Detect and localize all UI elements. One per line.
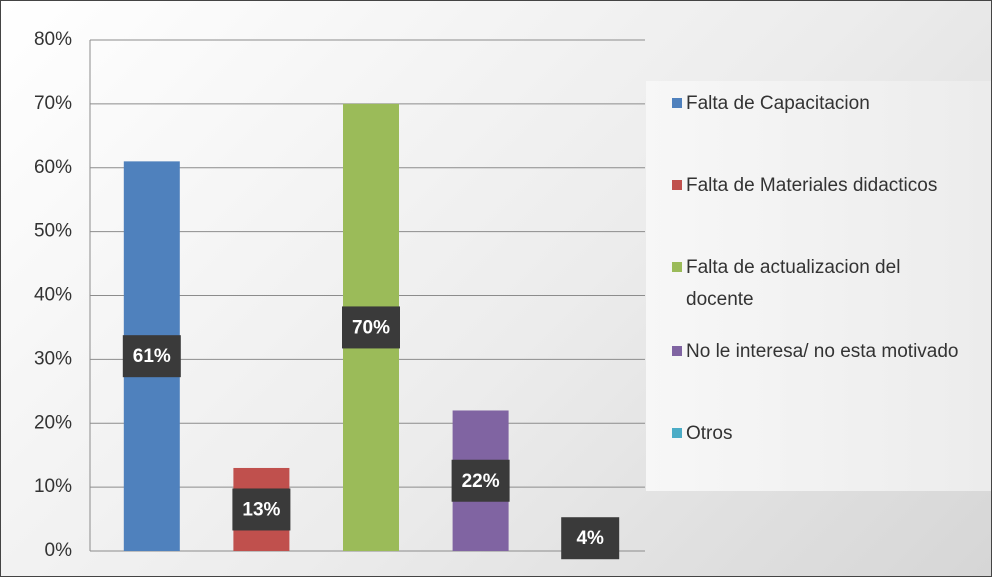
data-label: 13%	[242, 499, 280, 520]
y-tick-label: 0%	[45, 540, 73, 561]
legend-label: No le interesa/ no esta motivado	[686, 341, 959, 362]
legend-swatch	[672, 262, 682, 272]
y-tick-label: 10%	[34, 476, 72, 497]
legend-label: Falta de Materiales didacticos	[686, 175, 938, 196]
data-label: 4%	[576, 528, 604, 549]
y-tick-label: 80%	[34, 29, 72, 50]
legend-swatch	[672, 98, 682, 108]
legend-label: Otros	[686, 423, 733, 444]
y-tick-label: 40%	[34, 285, 72, 306]
legend-panel	[646, 81, 991, 491]
data-label-box	[342, 306, 400, 349]
legend-swatch	[672, 428, 682, 438]
legend-swatch	[672, 180, 682, 190]
legend-label: Falta de actualizacion del docente	[686, 257, 901, 310]
data-label-box	[451, 459, 510, 502]
data-label-box	[561, 517, 620, 560]
y-tick-label: 30%	[34, 348, 72, 369]
legend-swatch	[672, 346, 682, 356]
y-tick-label: 60%	[34, 157, 72, 178]
data-label: 22%	[462, 471, 500, 492]
legend-item: Falta de actualizacion del docente	[672, 252, 961, 316]
legend-item: No le interesa/ no esta motivado	[672, 336, 961, 368]
legend-item: Otros	[672, 418, 961, 450]
legend-item: Falta de Capacitacion	[672, 88, 961, 120]
data-label-box	[122, 335, 181, 378]
data-label: 61%	[133, 346, 171, 367]
y-tick-label: 50%	[34, 221, 72, 242]
y-tick-label: 20%	[34, 412, 72, 433]
legend-label: Falta de Capacitacion	[686, 93, 870, 114]
data-label: 70%	[352, 317, 390, 338]
legend-item: Falta de Materiales didacticos	[672, 170, 961, 202]
data-label-box	[232, 488, 291, 531]
y-tick-label: 70%	[34, 93, 72, 114]
